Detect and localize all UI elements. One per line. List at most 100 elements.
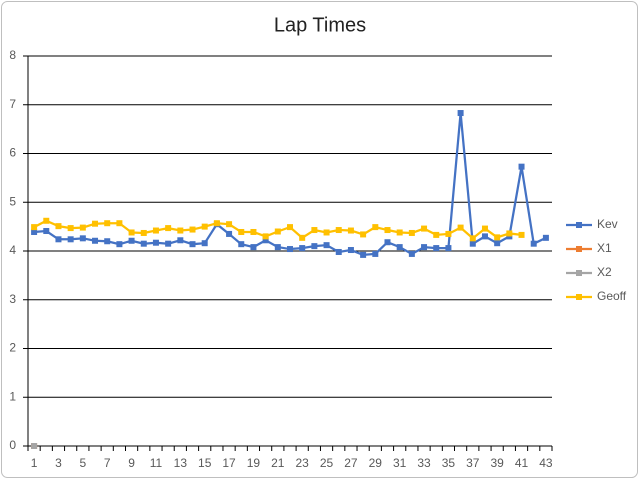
data-point: [274, 244, 281, 251]
data-point: [152, 227, 159, 234]
data-point: [530, 240, 537, 247]
data-point: [140, 240, 147, 247]
data-point: [494, 234, 501, 241]
x-tick-label: 9: [128, 456, 135, 470]
data-point: [311, 227, 318, 234]
data-point: [104, 238, 111, 245]
chart-title: Lap Times: [274, 14, 366, 36]
legend-marker: [576, 246, 582, 252]
data-point: [31, 228, 38, 235]
y-tick-label: 6: [9, 146, 16, 160]
data-point: [262, 237, 269, 244]
data-point: [165, 240, 172, 247]
data-point: [335, 248, 342, 255]
data-point: [360, 251, 367, 258]
data-point: [518, 231, 525, 238]
legend-label: Kev: [597, 217, 618, 231]
data-point: [262, 233, 269, 240]
x-tick-label: 1: [31, 456, 38, 470]
y-tick-label: 4: [9, 243, 16, 257]
data-point: [311, 243, 318, 250]
data-point: [226, 230, 233, 237]
legend-label: X1: [597, 241, 612, 255]
x-tick-label: 15: [198, 456, 212, 470]
data-point: [372, 250, 379, 257]
legend-marker: [576, 294, 582, 300]
data-point: [55, 236, 62, 243]
data-point: [469, 240, 476, 247]
data-point: [79, 224, 86, 231]
data-point: [396, 244, 403, 251]
y-tick-label: 3: [9, 292, 16, 306]
data-point: [67, 225, 74, 232]
data-point: [201, 223, 208, 230]
data-point: [481, 225, 488, 232]
x-tick-label: 43: [539, 456, 553, 470]
y-tick-label: 0: [9, 438, 16, 452]
data-point: [360, 231, 367, 238]
data-point: [189, 226, 196, 233]
data-point: [238, 241, 245, 248]
data-point: [396, 229, 403, 236]
legend-marker: [576, 222, 582, 228]
x-tick-label: 29: [369, 456, 383, 470]
x-tick-label: 7: [104, 456, 111, 470]
data-point: [445, 230, 452, 237]
x-tick-label: 39: [490, 456, 504, 470]
data-point: [457, 110, 464, 117]
x-tick-label: 3: [55, 456, 62, 470]
data-point: [92, 220, 99, 227]
x-tick-label: 37: [466, 456, 480, 470]
data-point: [92, 237, 99, 244]
x-tick-label: 19: [247, 456, 261, 470]
data-point: [287, 224, 293, 231]
x-tick-label: 5: [79, 456, 86, 470]
data-point: [140, 229, 147, 236]
data-point: [128, 229, 135, 236]
data-point: [128, 237, 135, 244]
data-point: [299, 245, 306, 252]
data-point: [335, 227, 342, 234]
data-point: [116, 220, 123, 227]
data-point: [518, 163, 525, 170]
data-point: [43, 228, 50, 235]
data-point: [67, 236, 74, 243]
data-point: [299, 234, 306, 241]
x-tick-label: 41: [515, 456, 529, 470]
y-tick-label: 5: [9, 194, 16, 208]
data-point: [287, 246, 293, 253]
data-point: [177, 237, 184, 244]
x-tick-label: 17: [222, 456, 236, 470]
legend-label: X2: [597, 265, 612, 279]
x-tick-label: 13: [174, 456, 188, 470]
data-point: [347, 247, 354, 254]
data-point: [384, 239, 391, 246]
x-tick-label: 23: [296, 456, 310, 470]
data-point: [323, 229, 330, 236]
x-tick-label: 25: [320, 456, 334, 470]
x-tick-label: 27: [344, 456, 358, 470]
data-point: [238, 228, 245, 235]
data-point: [250, 228, 257, 235]
data-point: [469, 235, 476, 242]
data-point: [79, 235, 86, 242]
data-point: [408, 229, 415, 236]
data-point: [421, 244, 428, 251]
data-point: [494, 240, 501, 247]
data-point: [116, 241, 123, 248]
data-point: [165, 225, 172, 232]
legend-marker: [576, 270, 582, 276]
data-point: [226, 221, 233, 228]
y-tick-label: 2: [9, 341, 16, 355]
data-point: [177, 227, 184, 234]
y-tick-label: 8: [9, 48, 16, 62]
x-tick-label: 33: [417, 456, 431, 470]
data-point: [274, 228, 281, 235]
data-point: [55, 223, 62, 230]
y-tick-label: 7: [9, 97, 16, 111]
data-point: [347, 227, 354, 234]
data-point: [201, 240, 208, 247]
